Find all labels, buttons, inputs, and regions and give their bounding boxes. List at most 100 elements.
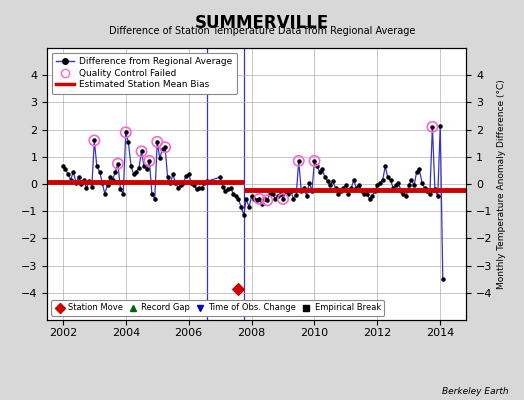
Point [313, 163, 321, 170]
Point [418, 180, 426, 186]
Point [294, 158, 303, 164]
Point [195, 185, 203, 191]
Point [169, 171, 177, 178]
Point [397, 188, 405, 194]
Point [122, 129, 130, 136]
Point [266, 190, 274, 197]
Point [85, 178, 93, 184]
Point [360, 190, 368, 197]
Point [135, 164, 143, 171]
Point [344, 190, 353, 197]
Point [342, 182, 350, 188]
Point [127, 163, 135, 170]
Point [279, 196, 287, 202]
Point [67, 177, 75, 183]
Point [98, 180, 106, 186]
Point [439, 276, 447, 282]
Point [148, 190, 156, 197]
Text: Difference of Station Temperature Data from Regional Average: Difference of Station Temperature Data f… [109, 26, 415, 36]
Point [305, 180, 313, 186]
Point [381, 163, 389, 170]
Point [284, 190, 292, 197]
Point [234, 196, 243, 202]
Point [103, 182, 112, 188]
Point [150, 196, 159, 202]
Point [239, 212, 248, 218]
Text: Berkeley Earth: Berkeley Earth [442, 387, 508, 396]
Point [363, 190, 371, 197]
Point [420, 185, 429, 191]
Point [308, 188, 316, 194]
Point [61, 166, 70, 172]
Point [190, 182, 198, 188]
Point [77, 181, 85, 187]
Point [428, 124, 436, 130]
Point [161, 144, 169, 150]
Point [64, 171, 72, 178]
Point [300, 185, 308, 191]
Point [132, 168, 140, 175]
Point [232, 193, 240, 200]
Point [245, 204, 253, 210]
Point [200, 180, 209, 186]
Point [101, 190, 109, 197]
Point [253, 197, 261, 204]
Point [192, 186, 201, 193]
Point [80, 177, 88, 183]
Point [69, 168, 78, 175]
Point [329, 178, 337, 184]
Point [145, 158, 154, 164]
Point [378, 177, 387, 183]
Point [234, 286, 243, 292]
Point [258, 201, 266, 208]
Point [255, 196, 264, 202]
Point [242, 196, 250, 202]
Point [436, 122, 444, 129]
Point [174, 185, 182, 191]
Point [352, 185, 361, 191]
Point [163, 174, 172, 180]
Text: SUMMERVILLE: SUMMERVILLE [195, 14, 329, 32]
Point [203, 178, 211, 184]
Point [229, 190, 237, 197]
Point [106, 174, 114, 180]
Point [289, 196, 298, 202]
Point [405, 182, 413, 188]
Point [347, 185, 355, 191]
Point [182, 173, 190, 179]
Point [389, 185, 397, 191]
Point [124, 139, 133, 145]
Point [145, 158, 154, 164]
Point [321, 174, 329, 180]
Point [274, 193, 282, 200]
Point [415, 166, 423, 172]
Point [339, 185, 347, 191]
Point [271, 196, 279, 202]
Point [281, 189, 290, 195]
Point [122, 129, 130, 136]
Point [237, 204, 245, 210]
Point [219, 184, 227, 190]
Point [114, 160, 122, 167]
Point [323, 178, 332, 184]
Point [140, 163, 148, 170]
Point [368, 193, 376, 200]
Point [116, 186, 125, 193]
Point [357, 188, 366, 194]
Point [179, 180, 188, 186]
Point [95, 168, 104, 175]
Point [250, 196, 258, 202]
Point [108, 177, 117, 183]
Point [158, 146, 167, 152]
Point [331, 185, 340, 191]
Point [156, 155, 164, 161]
Y-axis label: Monthly Temperature Anomaly Difference (°C): Monthly Temperature Anomaly Difference (… [497, 79, 506, 289]
Point [428, 124, 436, 130]
Point [90, 137, 99, 144]
Point [260, 196, 269, 202]
Point [119, 190, 127, 197]
Point [326, 182, 334, 188]
Point [365, 196, 374, 202]
Point [255, 196, 264, 202]
Point [297, 188, 305, 194]
